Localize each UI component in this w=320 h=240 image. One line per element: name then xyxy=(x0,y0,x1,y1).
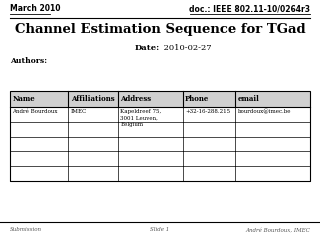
Text: IMEC: IMEC xyxy=(71,109,87,114)
Text: Slide 1: Slide 1 xyxy=(150,228,170,232)
Text: Channel Estimation Sequence for TGad: Channel Estimation Sequence for TGad xyxy=(15,24,305,36)
Text: March 2010: March 2010 xyxy=(10,4,60,13)
Text: Authors:: Authors: xyxy=(10,57,47,65)
Bar xyxy=(10,91,310,181)
Text: bourdoux@imec.be: bourdoux@imec.be xyxy=(238,109,291,114)
Text: André Bourdoux, IMEC: André Bourdoux, IMEC xyxy=(245,228,310,232)
Text: Name: Name xyxy=(12,95,35,103)
Text: André Bourdoux: André Bourdoux xyxy=(12,109,58,114)
Text: Kapeldreef 75,
3001 Leuven,
Belgium: Kapeldreef 75, 3001 Leuven, Belgium xyxy=(120,109,162,127)
Text: Submission: Submission xyxy=(10,228,42,232)
Bar xyxy=(10,91,310,107)
Text: Phone: Phone xyxy=(185,95,210,103)
Text: Date:: Date: xyxy=(135,44,160,52)
Text: email: email xyxy=(238,95,260,103)
Text: doc.: IEEE 802.11-10/0264r3: doc.: IEEE 802.11-10/0264r3 xyxy=(189,4,310,13)
Text: Address: Address xyxy=(120,95,152,103)
Text: +32-16-288.215: +32-16-288.215 xyxy=(185,109,230,114)
Text: 2010-02-27: 2010-02-27 xyxy=(161,44,211,52)
Text: Affiliations: Affiliations xyxy=(71,95,115,103)
